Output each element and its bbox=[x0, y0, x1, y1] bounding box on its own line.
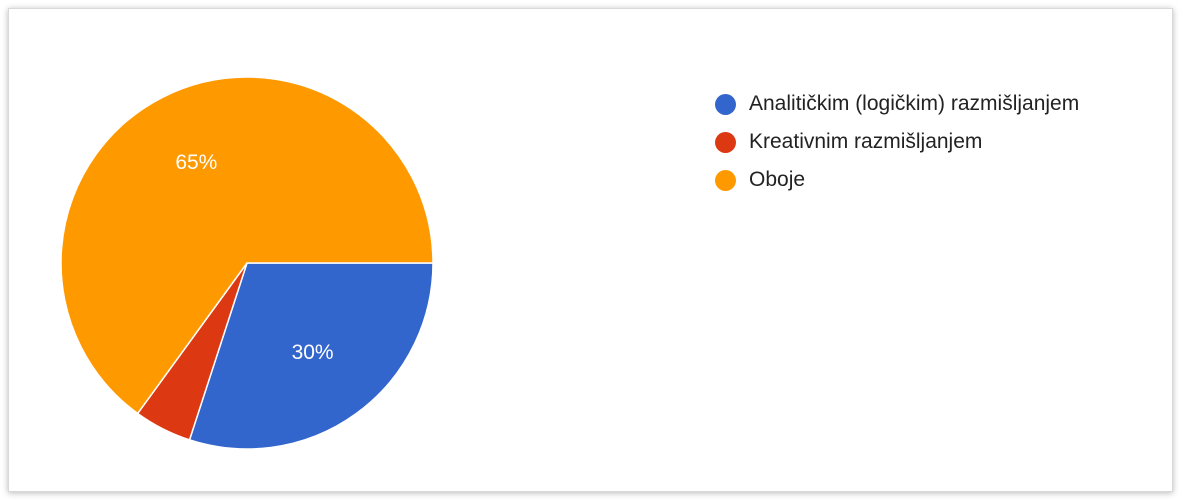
pie-chart: 30% 65% bbox=[60, 76, 434, 450]
legend-swatch-creative bbox=[715, 131, 736, 153]
legend-item-creative[interactable]: Kreativnim razmišljanjem bbox=[715, 123, 1079, 161]
data-label-both: 65% bbox=[175, 151, 217, 174]
legend-item-both[interactable]: Oboje bbox=[715, 161, 1079, 199]
chart-card: 30% 65% Analitičkim (logičkim) razmišljan… bbox=[8, 8, 1173, 492]
legend-label-analytical: Analitičkim (logičkim) razmišljanjem bbox=[749, 92, 1080, 115]
legend-label-both: Oboje bbox=[749, 168, 806, 191]
pie-slice-analytical[interactable] bbox=[188, 262, 434, 450]
legend-label-creative: Kreativnim razmišljanjem bbox=[749, 130, 983, 153]
data-label-analytical: 30% bbox=[292, 341, 334, 364]
legend-item-analytical[interactable]: Analitičkim (logičkim) razmišljanjem bbox=[715, 85, 1079, 123]
legend: Analitičkim (logičkim) razmišljanjem Kre… bbox=[715, 85, 1079, 199]
legend-swatch-both bbox=[715, 169, 736, 191]
legend-swatch-analytical bbox=[715, 93, 736, 115]
pie-slice-both[interactable] bbox=[60, 76, 434, 415]
